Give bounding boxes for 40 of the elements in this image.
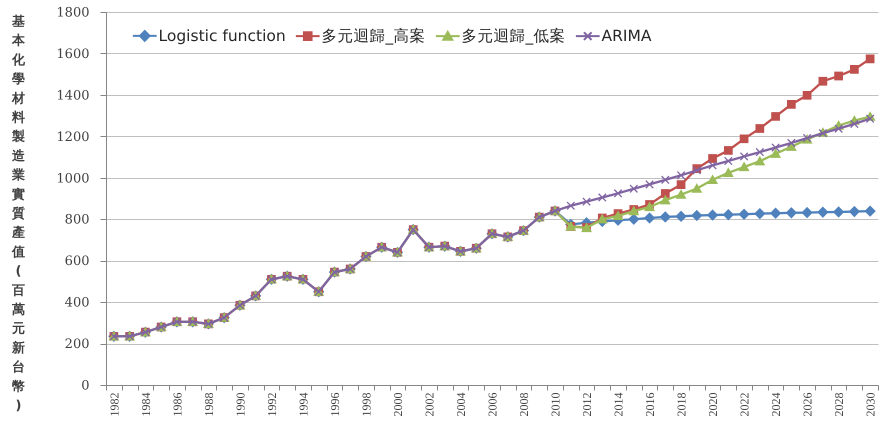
y-tick-label: 0 bbox=[81, 378, 90, 394]
legend-label: 多元迴歸_低案 bbox=[462, 27, 566, 46]
x-tick-label: 2030 bbox=[864, 392, 878, 416]
x-tick-label: 1994 bbox=[296, 392, 310, 416]
x-tick-label: 2012 bbox=[580, 392, 594, 416]
y-tick-label: 1000 bbox=[56, 171, 90, 186]
text: 基本化學材料製造業實質產值(百萬元新台幣) bbox=[12, 14, 25, 414]
x-tick-label: 1998 bbox=[359, 392, 374, 416]
x-tick-label: 2024 bbox=[769, 392, 784, 416]
legend-label: Logistic function bbox=[158, 26, 286, 45]
x-tick-label: 2014 bbox=[612, 392, 626, 416]
x-tick-label: 1992 bbox=[264, 392, 279, 416]
x-tick-label: 2002 bbox=[422, 392, 436, 416]
y-tick-label: 1600 bbox=[56, 46, 90, 62]
x-tick-label: 1984 bbox=[138, 392, 153, 416]
x-tick-label: 1986 bbox=[170, 392, 184, 416]
x-tick-label: 1990 bbox=[233, 392, 248, 416]
x-tick-label: 2026 bbox=[800, 392, 815, 416]
x-tick-label: 2008 bbox=[517, 392, 532, 416]
x-tick-label: 2022 bbox=[738, 392, 752, 416]
y-tick-label: 200 bbox=[64, 337, 90, 352]
y-tick-label: 1800 bbox=[56, 6, 90, 20]
x-tick-label: 2020 bbox=[706, 392, 720, 416]
legend-label: 多元迴歸_高案 bbox=[322, 27, 426, 46]
x-tick-label: 2000 bbox=[390, 392, 405, 416]
y-tick-label: 400 bbox=[64, 296, 90, 311]
y-tick-label: 600 bbox=[64, 254, 90, 270]
x-tick-label: 2010 bbox=[548, 392, 563, 416]
legend-label: ARIMA bbox=[602, 27, 652, 46]
x-tick-label: 2004 bbox=[454, 392, 468, 416]
y-tick-label: 1400 bbox=[56, 88, 90, 104]
x-tick-label: 1988 bbox=[202, 392, 216, 416]
x-tick-label: 2016 bbox=[643, 392, 658, 416]
x-tick-label: 2028 bbox=[832, 392, 846, 416]
x-tick-label: 2018 bbox=[674, 392, 689, 416]
y-tick-label: 800 bbox=[64, 212, 90, 228]
x-tick-label: 1982 bbox=[107, 392, 122, 416]
x-tick-label: 1996 bbox=[328, 392, 342, 416]
x-tick-label: 2006 bbox=[486, 392, 500, 416]
y-tick-label: 1200 bbox=[56, 130, 90, 145]
